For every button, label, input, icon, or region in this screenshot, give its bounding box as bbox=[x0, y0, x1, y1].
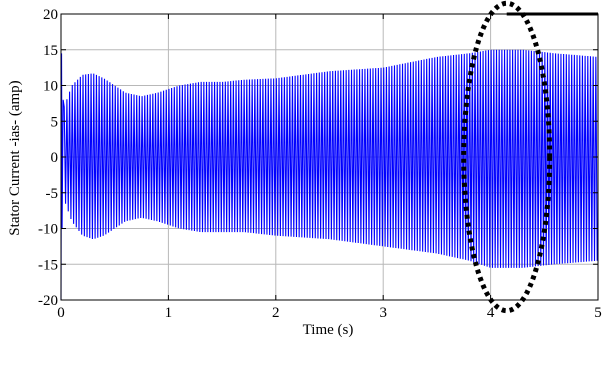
x-axis-label: Time (s) bbox=[303, 322, 354, 338]
y-tick-label: -15 bbox=[38, 257, 58, 273]
plot-area bbox=[60, 13, 599, 301]
x-tick-label: 2 bbox=[272, 305, 280, 321]
y-tick-label: -20 bbox=[38, 293, 58, 309]
y-tick-labels: -20 -15 -10 -5 0 5 10 15 20 bbox=[38, 7, 58, 309]
y-tick-label: -5 bbox=[46, 186, 59, 202]
x-tick-labels: 0 1 2 3 4 5 bbox=[57, 305, 602, 321]
series-group bbox=[60, 49, 598, 301]
y-tick-label: 5 bbox=[51, 114, 59, 130]
annotations bbox=[461, 0, 598, 314]
x-tick-label: 0 bbox=[57, 305, 65, 321]
x-tick-label: 4 bbox=[487, 305, 495, 321]
y-tick-label: 15 bbox=[43, 43, 58, 59]
x-tick-label: 5 bbox=[594, 305, 602, 321]
series-line bbox=[60, 49, 598, 301]
y-axis-label: Stator Current -ias- (amp) bbox=[7, 80, 23, 235]
y-tick-label: 20 bbox=[43, 7, 58, 23]
x-tick-label: 1 bbox=[165, 305, 173, 321]
x-tick-label: 3 bbox=[379, 305, 387, 321]
y-tick-label: -10 bbox=[38, 222, 58, 238]
highlight-ellipse bbox=[461, 0, 553, 314]
y-tick-label: 10 bbox=[43, 79, 58, 95]
y-tick-label: 0 bbox=[51, 150, 59, 166]
